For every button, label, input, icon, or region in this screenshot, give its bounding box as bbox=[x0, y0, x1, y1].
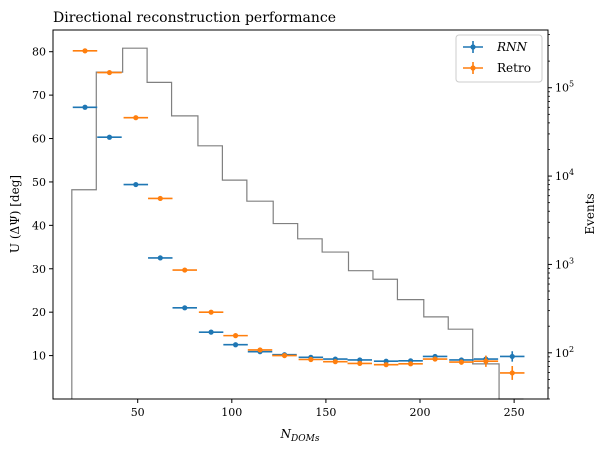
x-axis: 50 100 150 200 250 bbox=[131, 399, 525, 419]
data-point bbox=[97, 69, 122, 76]
y-tick-label: 10 bbox=[32, 350, 46, 363]
legend-marker-retro-dot bbox=[470, 65, 476, 71]
data-point bbox=[272, 352, 297, 359]
marker bbox=[157, 195, 163, 202]
marker bbox=[458, 359, 465, 365]
data-point bbox=[500, 351, 525, 362]
plot-frame bbox=[52, 29, 549, 400]
marker bbox=[133, 181, 139, 188]
x-tick-label: 50 bbox=[131, 406, 145, 419]
legend-entry-retro: Retro bbox=[463, 61, 531, 75]
data-point bbox=[72, 104, 98, 110]
marker bbox=[106, 69, 113, 76]
marker bbox=[509, 353, 515, 360]
y2-tick-label: 105 bbox=[555, 80, 574, 95]
data-point bbox=[172, 267, 197, 273]
data-point bbox=[198, 329, 224, 335]
x-tick-label: 200 bbox=[410, 406, 431, 419]
y2-tick-label: 104 bbox=[555, 168, 574, 183]
y-axis-label: U (ΔΨ) [deg] bbox=[8, 175, 22, 253]
marker bbox=[509, 370, 515, 376]
data-series bbox=[72, 48, 525, 380]
legend-label-rnn: RNN bbox=[496, 40, 528, 54]
marker bbox=[232, 342, 239, 348]
data-point bbox=[247, 347, 273, 353]
legend-entry-rnn: RNN bbox=[463, 40, 528, 54]
y-tick-label: 80 bbox=[32, 46, 46, 59]
marker bbox=[408, 361, 414, 367]
data-point bbox=[148, 195, 173, 202]
data-point bbox=[223, 342, 248, 348]
marker bbox=[357, 360, 363, 367]
x-axis-label: NDOMs bbox=[280, 427, 320, 444]
data-point bbox=[373, 362, 399, 368]
x-tick-label: 150 bbox=[315, 406, 336, 419]
data-point bbox=[148, 255, 173, 261]
data-point bbox=[223, 333, 248, 339]
data-point bbox=[172, 305, 197, 311]
y-tick-label: 40 bbox=[32, 219, 46, 232]
marker bbox=[157, 255, 163, 261]
y2-tick-label: 102 bbox=[555, 345, 574, 360]
marker bbox=[383, 362, 389, 368]
histogram-outline bbox=[71, 47, 524, 400]
y-tick-label: 60 bbox=[32, 133, 46, 146]
series-rnn bbox=[72, 104, 525, 364]
marker bbox=[483, 358, 489, 364]
data-point bbox=[500, 366, 525, 380]
y-tick-label: 50 bbox=[32, 176, 46, 189]
y-axis-right: 102 103 104 105 bbox=[548, 34, 574, 400]
data-point bbox=[398, 361, 423, 367]
data-point bbox=[449, 359, 474, 365]
marker bbox=[133, 115, 139, 121]
marker bbox=[332, 359, 338, 365]
marker bbox=[208, 309, 214, 315]
marker bbox=[232, 333, 239, 339]
data-point bbox=[347, 360, 373, 367]
marker bbox=[182, 305, 188, 311]
y-tick-label: 20 bbox=[32, 306, 46, 319]
marker bbox=[82, 48, 88, 54]
data-point bbox=[473, 355, 499, 367]
marker bbox=[308, 356, 314, 363]
data-point bbox=[123, 181, 149, 188]
legend: RNN Retro bbox=[455, 34, 543, 83]
y2-axis-label: Events bbox=[583, 193, 597, 234]
x-tick-label: 250 bbox=[504, 406, 525, 419]
data-point bbox=[298, 356, 324, 363]
marker bbox=[257, 347, 263, 353]
data-point bbox=[198, 309, 224, 315]
series-retro bbox=[72, 48, 525, 380]
legend-marker-rnn-dot bbox=[470, 44, 476, 50]
marker bbox=[281, 352, 288, 359]
chart-title: Directional reconstruction performance bbox=[53, 10, 336, 26]
data-point bbox=[72, 48, 98, 54]
y-axis-left: 10 20 30 40 50 60 70 80 bbox=[32, 46, 53, 363]
y-tick-label: 30 bbox=[32, 263, 46, 276]
marker bbox=[106, 134, 113, 140]
marker bbox=[182, 267, 188, 273]
x-tick-label: 100 bbox=[221, 406, 242, 419]
event-histogram bbox=[71, 47, 524, 400]
data-point bbox=[123, 115, 149, 121]
data-point bbox=[97, 134, 122, 140]
marker bbox=[432, 356, 438, 362]
legend-label-retro: Retro bbox=[497, 61, 531, 75]
y2-tick-label: 103 bbox=[555, 256, 574, 271]
data-point bbox=[323, 359, 348, 365]
marker bbox=[82, 104, 88, 110]
data-point bbox=[422, 356, 448, 362]
y-tick-label: 70 bbox=[32, 89, 46, 102]
marker bbox=[208, 329, 214, 335]
